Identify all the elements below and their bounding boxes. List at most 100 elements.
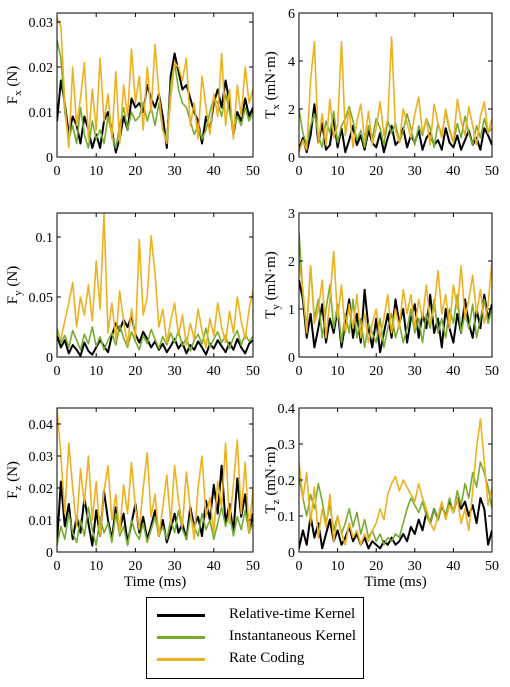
series-line-relative-time-kernel-tz — [299, 497, 492, 550]
legend-label-instantaneous-kernel: Instantaneous Kernel — [229, 628, 357, 644]
series-line-rate-coding-tz — [299, 417, 492, 546]
y-tick-label-tz-2: 0.2 — [278, 474, 296, 489]
y-tick-label-ty-3: 3 — [288, 207, 295, 222]
x-tick-label-tz-5: 50 — [485, 559, 499, 574]
series-line-rate-coding-fz — [57, 408, 253, 541]
series-line-rate-coding-tx — [299, 36, 492, 153]
legend-swatch-relative-time-kernel — [157, 614, 205, 617]
x-tick-label-fy-4: 40 — [207, 364, 221, 379]
y-axis-label-tx: Tx (mN·m) — [263, 51, 282, 119]
series-line-instantaneous-kernel-fy — [57, 324, 253, 352]
series-line-rate-coding-ty — [299, 250, 492, 344]
series-line-relative-time-kernel-fz — [57, 464, 253, 547]
series-group-tz — [299, 417, 492, 550]
series-group-ty — [299, 232, 492, 354]
legend-entry-rate-coding: Rate Coding — [147, 649, 363, 669]
y-axis-label-fz: Fz (N) — [5, 461, 24, 499]
x-tick-label-ty-5: 50 — [485, 364, 499, 379]
y-tick-label-ty-2: 2 — [288, 255, 295, 270]
y-tick-label-tz-0: 0 — [288, 546, 295, 561]
x-tick-label-tz-0: 0 — [296, 559, 303, 574]
x-tick-label-tz-3: 30 — [408, 559, 422, 574]
x-tick-label-fy-5: 50 — [246, 364, 260, 379]
x-tick-label-fz-1: 10 — [89, 559, 103, 574]
x-tick-label-tx-3: 30 — [408, 164, 422, 179]
x-tick-label-fx-4: 40 — [207, 164, 221, 179]
y-tick-label-tx-2: 4 — [288, 55, 295, 70]
y-tick-label-fz-2: 0.02 — [29, 482, 54, 497]
y-tick-label-fz-4: 0.04 — [29, 418, 54, 433]
x-axis-label-tz: Time (ms) — [364, 574, 426, 590]
x-tick-label-ty-1: 10 — [331, 364, 345, 379]
legend-label-relative-time-kernel: Relative-time Kernel — [229, 606, 356, 622]
y-tick-label-tx-0: 0 — [288, 151, 295, 166]
legend-entry-instantaneous-kernel: Instantaneous Kernel — [147, 627, 363, 647]
y-tick-label-tx-1: 2 — [288, 103, 295, 118]
x-tick-label-fy-1: 10 — [89, 364, 103, 379]
axes-frame-fx — [56, 12, 254, 158]
x-tick-label-fy-0: 0 — [54, 364, 61, 379]
x-tick-label-ty-4: 40 — [446, 364, 460, 379]
x-tick-label-fx-0: 0 — [54, 164, 61, 179]
x-tick-label-ty-3: 30 — [408, 364, 422, 379]
series-line-instantaneous-kernel-fx — [57, 39, 253, 149]
axes-frame-tx — [298, 12, 493, 158]
y-tick-label-tz-3: 0.3 — [278, 438, 296, 453]
panel-fx: 0 10 20 30 40 50 0 0.01 0.02 0.03 Fx (N) — [5, 12, 260, 179]
x-tick-label-fx-3: 30 — [168, 164, 182, 179]
y-tick-label-fx-2: 0.02 — [29, 61, 54, 76]
legend-label-rate-coding: Rate Coding — [229, 650, 305, 666]
series-group-fx — [57, 17, 253, 154]
series-line-rate-coding-fx — [57, 17, 253, 149]
x-tick-label-tx-5: 50 — [485, 164, 499, 179]
series-line-relative-time-kernel-tx — [299, 103, 492, 154]
x-tick-label-tz-1: 10 — [331, 559, 345, 574]
x-tick-label-fz-5: 50 — [246, 559, 260, 574]
y-axis-label-fy: Fy (N) — [5, 266, 24, 304]
axes-frame-ty — [298, 212, 493, 358]
y-tick-label-fx-0: 0 — [46, 151, 53, 166]
series-line-instantaneous-kernel-fz — [57, 506, 253, 547]
series-group-fy — [57, 213, 253, 357]
legend-swatch-rate-coding — [157, 658, 205, 661]
y-tick-label-tz-4: 0.4 — [278, 402, 296, 417]
x-tick-label-fz-0: 0 — [54, 559, 61, 574]
legend: Relative-time Kernel Instantaneous Kerne… — [146, 597, 364, 679]
x-tick-label-fx-2: 20 — [128, 164, 142, 179]
panel-fz: 0 10 20 30 40 50 0 0.01 0.02 0.03 0.04 Fz (N) Time (… — [5, 407, 260, 590]
y-tick-label-ty-0: 0 — [288, 351, 295, 366]
series-line-rate-coding-fy — [57, 213, 253, 349]
y-tick-label-tx-3: 6 — [288, 7, 295, 22]
y-tick-label-fx-1: 0.01 — [29, 106, 54, 121]
x-tick-label-fx-5: 50 — [246, 164, 260, 179]
y-tick-label-ty-1: 1 — [288, 303, 295, 318]
series-line-instantaneous-kernel-ty — [299, 232, 492, 349]
legend-entry-relative-time-kernel: Relative-time Kernel — [147, 605, 363, 625]
x-tick-label-ty-2: 20 — [369, 364, 383, 379]
x-tick-label-fz-2: 20 — [128, 559, 142, 574]
y-axis-label-fx: Fx (N) — [5, 66, 24, 104]
y-tick-label-fz-0: 0 — [46, 546, 53, 561]
y-tick-label-tz-1: 0.1 — [278, 510, 296, 525]
panel-tx: 0 10 20 30 40 50 0 2 4 6 Tx (mN·m) — [263, 7, 499, 179]
x-tick-label-ty-0: 0 — [296, 364, 303, 379]
x-tick-label-tx-1: 10 — [331, 164, 345, 179]
axes-frame-fy — [56, 212, 254, 358]
x-tick-label-fx-1: 10 — [89, 164, 103, 179]
x-tick-label-tz-2: 20 — [369, 559, 383, 574]
y-tick-label-fy-0: 0 — [46, 351, 53, 366]
y-axis-label-tz: Tz (mN·m) — [263, 447, 282, 514]
panel-fy: 0 10 20 30 40 50 0 0.05 0.1 Fy (N) — [5, 212, 260, 379]
x-tick-label-fz-3: 30 — [168, 559, 182, 574]
y-tick-label-fy-2: 0.1 — [36, 231, 54, 246]
x-tick-label-tx-2: 20 — [369, 164, 383, 179]
y-tick-label-fz-3: 0.03 — [29, 450, 54, 465]
y-tick-label-fz-1: 0.01 — [29, 514, 54, 529]
series-line-relative-time-kernel-fy — [57, 315, 253, 357]
series-group-tx — [299, 36, 492, 154]
series-group-fz — [57, 408, 253, 547]
x-tick-label-tx-0: 0 — [296, 164, 303, 179]
panel-ty: 0 10 20 30 40 50 0 1 2 3 Ty (mN·m) — [263, 207, 499, 379]
y-tick-label-fx-3: 0.03 — [29, 16, 54, 31]
